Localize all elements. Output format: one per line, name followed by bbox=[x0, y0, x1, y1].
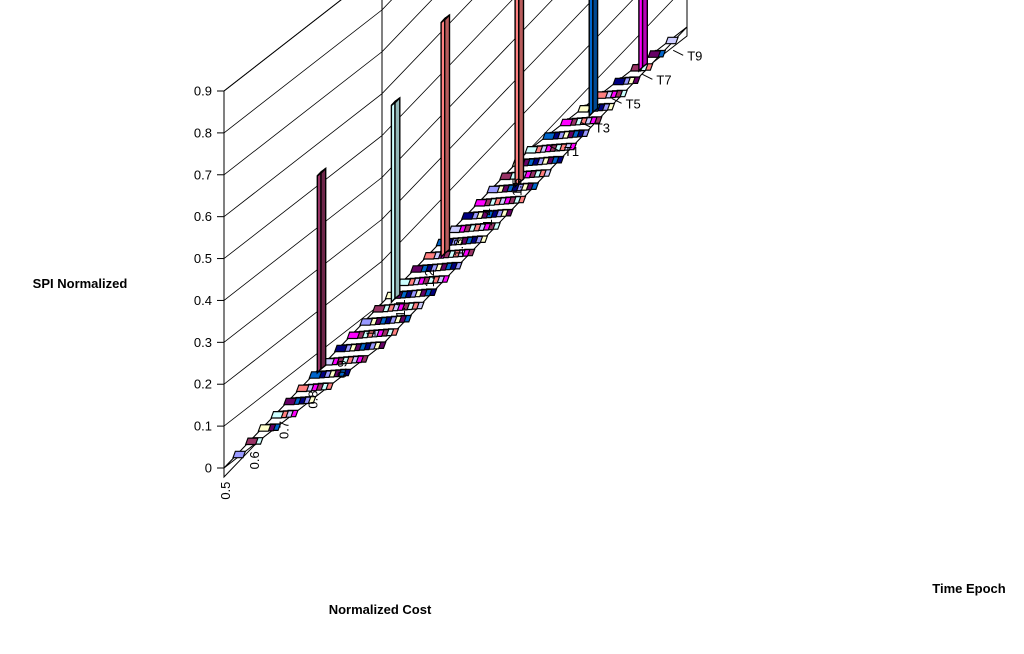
x-tick-label: 1 bbox=[364, 330, 379, 337]
x-tick-label: 1.5 bbox=[509, 178, 524, 196]
floor-marker bbox=[487, 186, 499, 192]
y-tick-label: T1 bbox=[564, 144, 579, 159]
floor-marker bbox=[462, 213, 474, 219]
y-tick-label: T3 bbox=[595, 120, 610, 135]
floor-marker bbox=[424, 253, 436, 259]
floor-marker bbox=[309, 372, 321, 378]
bar-side bbox=[321, 168, 326, 369]
z-tick-label: 0.3 bbox=[194, 335, 212, 350]
floor-marker bbox=[373, 306, 385, 312]
floor-marker bbox=[246, 438, 258, 444]
x-tick-label: 1.4 bbox=[480, 208, 495, 226]
x-tick-label: 1.1 bbox=[393, 299, 408, 317]
y-tick-label: T9 bbox=[687, 48, 702, 63]
floor-marker bbox=[543, 133, 555, 139]
z-tick-label: 0.2 bbox=[194, 377, 212, 392]
bar bbox=[589, 0, 597, 116]
bar-side bbox=[519, 0, 524, 183]
floor-marker bbox=[648, 51, 660, 57]
floor-marker bbox=[560, 119, 572, 125]
floor-marker bbox=[525, 147, 537, 153]
z-tick-label: 0.8 bbox=[194, 125, 212, 140]
x-axis-title: Normalized Cost bbox=[329, 602, 432, 617]
floor-marker bbox=[258, 425, 270, 431]
x-tick-label: 0.7 bbox=[276, 421, 291, 439]
z-tick-label: 0.4 bbox=[194, 293, 212, 308]
floor-marker bbox=[284, 398, 296, 404]
z-tick-label: 0 bbox=[205, 461, 212, 476]
floor-marker bbox=[449, 226, 461, 232]
x-tick-label: 1.2 bbox=[422, 269, 437, 287]
floor-marker bbox=[360, 319, 372, 325]
z-tick-label: 0.7 bbox=[194, 167, 212, 182]
floor-marker bbox=[578, 106, 590, 112]
bar-side bbox=[445, 15, 450, 253]
y-tick-mark bbox=[673, 50, 683, 55]
bar-side bbox=[593, 0, 598, 112]
x-tick-label: 0.9 bbox=[335, 360, 350, 378]
floor-marker bbox=[666, 37, 678, 43]
z-tick-label: 0.5 bbox=[194, 251, 212, 266]
y-tick-label: T7 bbox=[656, 72, 671, 87]
floor-marker bbox=[335, 345, 347, 351]
bar bbox=[639, 0, 647, 71]
x-tick-label: 0.8 bbox=[306, 391, 321, 409]
y-axis-title: Time Epoch bbox=[932, 581, 1006, 596]
floor-marker bbox=[347, 332, 359, 338]
z-tick-label: 0.1 bbox=[194, 419, 212, 434]
bar bbox=[391, 98, 399, 302]
y-tick-label: T5 bbox=[626, 96, 641, 111]
bar bbox=[515, 0, 523, 187]
floor-marker bbox=[271, 412, 283, 418]
floor-marker bbox=[233, 451, 245, 457]
bar-side bbox=[643, 0, 648, 67]
bar-side bbox=[395, 98, 400, 299]
x-tick-label: 0.5 bbox=[218, 482, 233, 500]
x-tick-label: 0.6 bbox=[247, 451, 262, 469]
floor-marker bbox=[474, 200, 486, 206]
z-axis-title: SPI Normalized bbox=[33, 276, 128, 291]
z-tick-label: 0.6 bbox=[194, 209, 212, 224]
z-tick-label: 0.9 bbox=[194, 84, 212, 99]
floor-marker bbox=[613, 78, 625, 84]
y-tick-mark bbox=[642, 74, 652, 79]
bar bbox=[441, 15, 449, 257]
x-tick-label: 1.3 bbox=[451, 239, 466, 257]
bar bbox=[317, 168, 325, 372]
